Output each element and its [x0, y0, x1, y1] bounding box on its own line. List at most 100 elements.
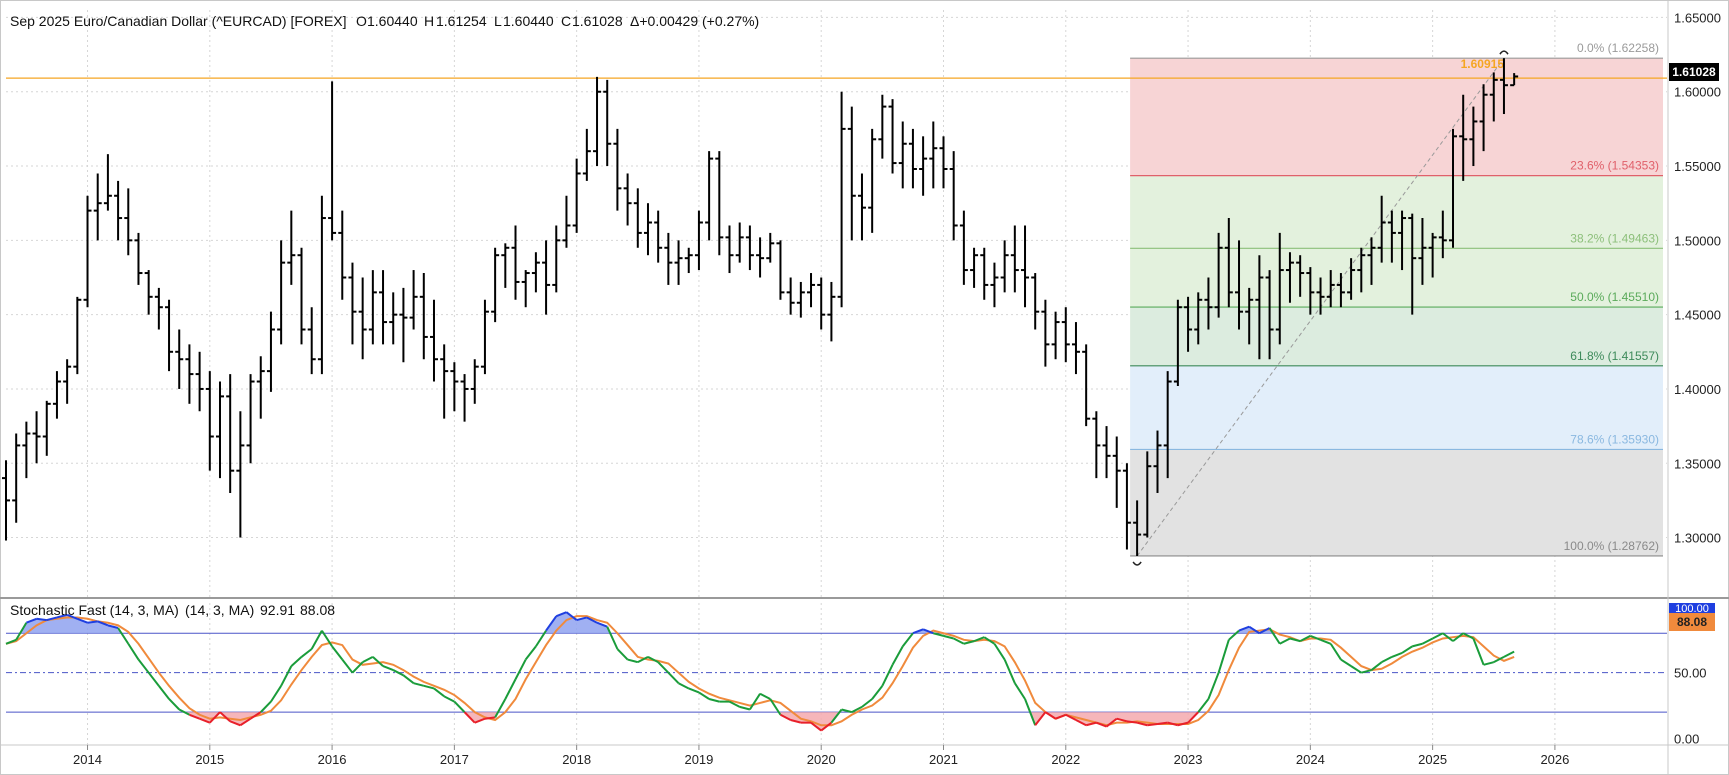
- ohlc-bar[interactable]: [1510, 73, 1519, 87]
- ohlc-bar[interactable]: [236, 411, 245, 538]
- ohlc-bar[interactable]: [195, 351, 204, 412]
- ohlc-bar[interactable]: [1021, 225, 1030, 308]
- ohlc-bar[interactable]: [939, 136, 948, 189]
- ohlc-bar[interactable]: [1418, 218, 1427, 285]
- ohlc-bar[interactable]: [185, 344, 194, 404]
- ohlc-bar[interactable]: [857, 173, 866, 241]
- ohlc-bar[interactable]: [93, 173, 102, 241]
- ohlc-bar[interactable]: [379, 270, 388, 345]
- ohlc-bar[interactable]: [154, 287, 163, 330]
- ohlc-bar[interactable]: [297, 247, 306, 345]
- ohlc-bar[interactable]: [684, 247, 693, 274]
- ohlc-bar[interactable]: [1112, 436, 1121, 508]
- ohlc-bar[interactable]: [1153, 430, 1162, 493]
- ohlc-bar[interactable]: [633, 188, 642, 248]
- ohlc-bar[interactable]: [12, 433, 21, 523]
- ohlc-bar[interactable]: [735, 222, 744, 263]
- ohlc-bar[interactable]: [970, 247, 979, 288]
- ohlc-bar[interactable]: [1499, 58, 1508, 115]
- ohlc-bar[interactable]: [1449, 128, 1458, 248]
- ohlc-bar[interactable]: [134, 232, 143, 285]
- ohlc-bar[interactable]: [73, 296, 82, 375]
- ohlc-bar[interactable]: [603, 79, 612, 167]
- ohlc-bar[interactable]: [348, 262, 357, 345]
- ohlc-bar[interactable]: [1265, 270, 1274, 360]
- ohlc-bar[interactable]: [52, 371, 61, 419]
- ohlc-bar[interactable]: [1306, 267, 1315, 315]
- ohlc-bar[interactable]: [338, 210, 347, 300]
- ohlc-bar[interactable]: [124, 188, 133, 256]
- ohlc-bar[interactable]: [1031, 273, 1040, 330]
- ohlc-bar[interactable]: [1275, 232, 1284, 345]
- ohlc-bar[interactable]: [175, 329, 184, 389]
- ohlc-bar[interactable]: [1102, 426, 1111, 479]
- ohlc-bar[interactable]: [1377, 195, 1386, 263]
- ohlc-bar[interactable]: [1347, 258, 1356, 300]
- ohlc-bar[interactable]: [888, 99, 897, 174]
- ohlc-bar[interactable]: [796, 281, 805, 318]
- ohlc-bar[interactable]: [1387, 210, 1396, 263]
- ohlc-bar[interactable]: [623, 173, 632, 226]
- ohlc-bar[interactable]: [1357, 247, 1366, 293]
- ohlc-bar[interactable]: [63, 359, 72, 404]
- ohlc-bar[interactable]: [215, 381, 224, 479]
- ohlc-bar[interactable]: [1143, 451, 1152, 538]
- ohlc-bar[interactable]: [705, 151, 714, 241]
- ohlc-bar[interactable]: [368, 270, 377, 345]
- ohlc-bar[interactable]: [521, 270, 530, 308]
- ohlc-bar[interactable]: [429, 299, 438, 382]
- ohlc-bar[interactable]: [725, 225, 734, 274]
- ohlc-bar[interactable]: [1051, 311, 1060, 360]
- ohlc-bar[interactable]: [959, 210, 968, 285]
- ohlc-bar[interactable]: [1082, 344, 1091, 427]
- ohlc-bar[interactable]: [756, 237, 765, 278]
- ohlc-bar[interactable]: [1173, 299, 1182, 386]
- ohlc-bar[interactable]: [22, 421, 31, 479]
- ohlc-bar[interactable]: [114, 180, 123, 241]
- ohlc-bars[interactable]: [2, 58, 1519, 556]
- ohlc-bar[interactable]: [317, 195, 326, 375]
- ohlc-bar[interactable]: [1122, 463, 1131, 550]
- ohlc-bar[interactable]: [2, 460, 10, 541]
- ohlc-bar[interactable]: [868, 128, 877, 233]
- ohlc-bar[interactable]: [817, 277, 826, 330]
- ohlc-bar[interactable]: [1184, 296, 1193, 352]
- ohlc-bar[interactable]: [83, 195, 92, 308]
- ohlc-bar[interactable]: [470, 359, 479, 404]
- ohlc-bar[interactable]: [256, 356, 265, 419]
- ohlc-bar[interactable]: [491, 247, 500, 323]
- ohlc-bar[interactable]: [1163, 371, 1172, 479]
- ohlc-bar[interactable]: [1092, 411, 1101, 479]
- ohlc-bar[interactable]: [1479, 84, 1488, 152]
- ohlc-bar[interactable]: [1000, 240, 1009, 293]
- ohlc-bar[interactable]: [358, 277, 367, 360]
- ohlc-bar[interactable]: [1245, 287, 1254, 345]
- ohlc-bar[interactable]: [1071, 322, 1080, 375]
- ohlc-bar[interactable]: [1408, 213, 1417, 315]
- ohlc-bar[interactable]: [450, 362, 459, 412]
- ohlc-bar[interactable]: [980, 247, 989, 300]
- ohlc-bar[interactable]: [103, 154, 112, 211]
- ohlc-bar[interactable]: [766, 232, 775, 263]
- ohlc-bar[interactable]: [542, 240, 551, 315]
- ohlc-bar[interactable]: [1428, 232, 1437, 278]
- ohlc-bar[interactable]: [1326, 270, 1335, 308]
- ohlc-bar[interactable]: [1285, 252, 1294, 303]
- ohlc-bar[interactable]: [807, 273, 816, 308]
- ohlc-bar[interactable]: [1194, 292, 1203, 345]
- ohlc-bar[interactable]: [409, 270, 418, 330]
- ohlc-bar[interactable]: [1204, 277, 1213, 330]
- ohlc-bar[interactable]: [1336, 273, 1345, 308]
- ohlc-bar[interactable]: [1398, 210, 1407, 271]
- ohlc-bar[interactable]: [1041, 299, 1050, 367]
- ohlc-bar[interactable]: [1367, 237, 1376, 285]
- ohlc-bar[interactable]: [919, 136, 928, 196]
- ohlc-bar[interactable]: [399, 287, 408, 363]
- ohlc-bar[interactable]: [226, 374, 235, 493]
- ohlc-bar[interactable]: [328, 81, 337, 241]
- ohlc-bar[interactable]: [908, 128, 917, 189]
- ohlc-bar[interactable]: [929, 121, 938, 189]
- ohlc-bar[interactable]: [786, 277, 795, 315]
- ohlc-bar[interactable]: [165, 299, 174, 372]
- ohlc-bar[interactable]: [878, 94, 887, 159]
